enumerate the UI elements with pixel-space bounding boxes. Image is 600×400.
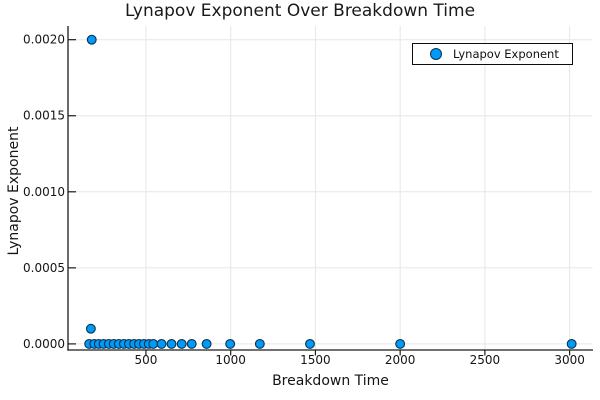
data-point [225,338,236,349]
legend-label: Lynapov Exponent [453,47,559,61]
x-tick-label: 3000 [554,353,585,367]
data-point [201,338,212,349]
legend-marker-icon [430,48,442,60]
x-tick-label: 1500 [300,353,331,367]
data-point [186,338,197,349]
y-tick-label: 0.0010 [23,185,65,199]
y-tick-label: 0.0020 [23,33,65,47]
data-point [566,338,577,349]
chart-title: Lynapov Exponent Over Breakdown Time [124,1,476,21]
x-tick-label: 2000 [385,353,416,367]
legend: Lynapov Exponent [412,43,573,65]
x-tick-label: 500 [135,353,158,367]
data-point [395,338,406,349]
x-axis-label: Breakdown Time [272,373,389,389]
y-tick-label: 0.0015 [23,109,65,123]
data-point [166,338,177,349]
y-tick-label: 0.0000 [23,337,65,351]
y-tick-label: 0.0005 [23,261,65,275]
data-point [305,338,315,349]
x-tick-label: 1000 [215,353,246,367]
x-tick-label: 2500 [470,353,501,367]
data-point [176,338,187,349]
data-point [148,338,159,349]
y-axis-label: Lynapov Exponent [6,126,22,256]
data-point [254,338,265,349]
data-point [86,34,97,45]
data-point [156,338,167,349]
data-point [85,323,96,334]
